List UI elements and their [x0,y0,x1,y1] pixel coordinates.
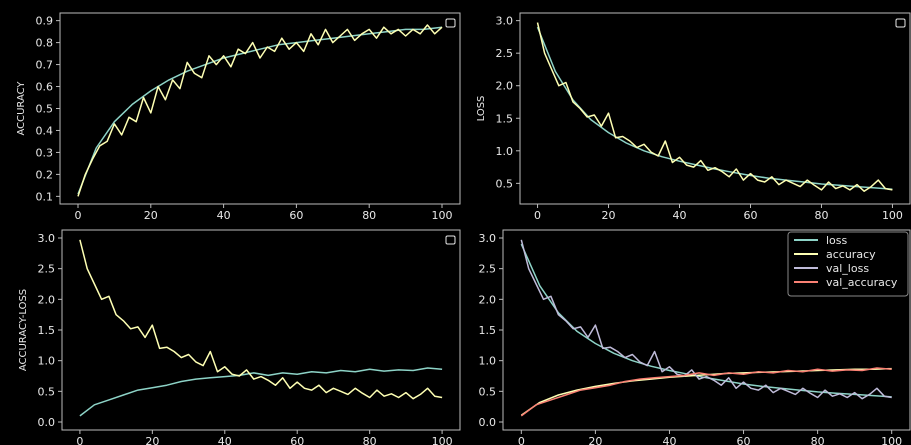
y-tick-label: 0.5 [36,103,54,116]
y-axis-label: LOSS [476,96,487,122]
y-tick-label: 0.5 [479,385,497,398]
y-tick-label: 3.0 [479,232,497,245]
y-tick-label: 1.0 [479,355,497,368]
y-tick-label: 0.0 [479,416,497,429]
x-tick-label: 20 [588,435,602,445]
series-line-smooth [536,26,893,190]
x-tick-label: 60 [289,209,303,222]
x-tick-label: 100 [432,209,453,222]
y-axis-label: ACCURACY [16,81,27,136]
y-tick-label: 1.5 [38,324,56,337]
x-tick-label: 80 [363,435,377,445]
y-tick-label: 1.5 [479,324,497,337]
x-tick-label: 40 [218,435,232,445]
series-line-loss [79,239,443,400]
x-tick-label: 100 [432,435,453,445]
y-tick-label: 3.0 [38,232,56,245]
x-tick-label: 100 [882,209,903,222]
x-tick-label: 0 [534,209,541,222]
x-tick-label: 60 [290,435,304,445]
y-tick-label: 3.0 [496,15,514,28]
legend-label-val_accuracy: val_accuracy [826,276,898,289]
y-tick-label: 2.5 [38,263,56,276]
y-tick-label: 0.3 [36,146,54,159]
x-tick-label: 60 [743,209,757,222]
x-tick-label: 0 [76,435,83,445]
x-tick-label: 40 [217,209,231,222]
series-line-val_loss [520,239,892,400]
x-tick-label: 80 [814,209,828,222]
y-tick-label: 0.6 [36,81,54,94]
y-tick-label: 0.1 [36,190,54,203]
plot-frame [519,12,911,205]
y-tick-label: 2.0 [38,293,56,306]
y-tick-label: 2.0 [479,293,497,306]
y-tick-label: 0.9 [36,15,54,28]
legend-label-accuracy: accuracy [826,248,876,261]
x-tick-label: 100 [881,435,902,445]
x-tick-label: 80 [362,209,376,222]
empty-legend-box [445,235,456,245]
y-tick-label: 0.2 [36,168,54,181]
y-tick-label: 0.7 [36,59,54,72]
x-tick-label: 40 [673,209,687,222]
subplot-3: 0 20 40 60 80 100 0.0 0.5 1.0 1.5 2.0 2.5 3.0 ACCURAC… [18,229,461,445]
series-line-smooth [77,26,443,195]
empty-legend-box [445,18,456,28]
legend-label-loss: loss [826,234,848,247]
legend-label-val_loss: val_loss [826,262,869,275]
series-line-val_accuracy [520,367,892,417]
y-tick-label: 0.5 [496,177,514,190]
x-tick-label: 80 [811,435,825,445]
y-tick-label: 1.0 [38,355,56,368]
x-tick-label: 20 [145,435,159,445]
subplot-2: 0 20 40 60 80 100 0.5 1.0 1.5 2.0 2.5 3.0 LOSS [476,12,911,222]
x-tick-label: 20 [602,209,616,222]
series-line-noisy [536,22,893,192]
series-line-loss [520,243,892,398]
x-tick-label: 20 [144,209,158,222]
x-tick-label: 60 [737,435,751,445]
y-tick-label: 0.4 [36,124,54,137]
series-line-noisy [77,24,443,197]
y-tick-label: 2.0 [496,80,514,93]
y-tick-label: 1.5 [496,112,514,125]
y-tick-label: 2.5 [496,47,514,60]
x-tick-label: 40 [662,435,676,445]
legend-box [787,231,909,297]
x-tick-label: 0 [75,209,82,222]
y-axis-label: ACCURACY-LOSS [18,289,29,371]
y-tick-label: 0.5 [38,385,56,398]
y-tick-label: 1.0 [496,145,514,158]
series-line-accuracy [79,367,443,417]
empty-legend-box [895,18,906,28]
x-tick-label: 0 [518,435,525,445]
y-tick-label: 2.5 [479,263,497,276]
subplot-4: 0 20 40 60 80 100 0.0 0.5 1.0 1.5 2.0 2.5 3.0 lossacc… [479,229,911,445]
y-tick-label: 0.8 [36,37,54,50]
y-tick-label: 0.0 [38,416,56,429]
subplot-1: 0 20 40 60 80 100 0.1 0.2 0.3 0.4 0.5 0.6 0.7 0.8 0.9 A… [16,12,461,222]
